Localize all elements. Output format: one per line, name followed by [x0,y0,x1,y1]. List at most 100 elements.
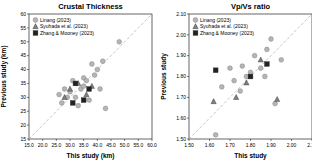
y-tick [187,76,189,77]
point [262,74,267,79]
point [265,62,270,67]
x-tick-label: 1.90 [266,142,276,148]
point [62,94,67,99]
legend-label: Linang (2023) [200,17,231,23]
point [234,94,239,99]
y-tick-label: 55 [20,25,26,31]
y-tick [187,34,189,35]
point [244,80,249,85]
point [275,97,280,102]
x-tick-label: 20.0 [38,142,48,148]
x-tick-label: 30.0 [65,142,75,148]
point [87,98,92,103]
point [98,87,103,92]
y-tick-label: 15 [20,136,26,142]
legend-label: Linang (2023) [40,17,71,23]
point [258,57,263,62]
plot-frame [189,14,312,139]
x-tick-label: 45.0 [106,142,116,148]
y-tick-label: 1.50 [176,136,186,142]
x-tick-label: 15.0 [24,142,34,148]
y-tick-label: 1.60 [176,115,186,121]
point [238,89,243,94]
point [219,85,224,90]
point [213,132,218,137]
y-tick-label: 1.70 [176,94,186,100]
y-tick-label: 40 [20,66,26,72]
y-tick-label: 2.00 [176,32,186,38]
x-tick-label: 1.80 [246,142,256,148]
point [258,66,263,71]
point [76,103,81,108]
point [73,81,78,86]
legend-label: Zhang & Mooney (2023) [40,30,94,36]
point [232,78,237,83]
point [103,106,108,111]
legend-marker [33,31,38,36]
y-tick-label: 60 [20,11,26,17]
figure: Crustal Thickness This study (km) Previous… [0,0,312,161]
legend-label: Syuhada et al. (2023) [40,23,88,29]
x-tick-label: 1.70 [225,142,235,148]
y-tick-label: 45 [20,52,26,58]
y-tick [187,55,189,56]
plot-frame [29,14,152,139]
point [57,92,62,97]
y-axis-label: Previous study [160,53,168,100]
point [279,57,284,62]
point [273,101,278,106]
y-tick-label: 1.90 [176,52,186,58]
y-tick-label: 30 [20,94,26,100]
point [269,37,274,42]
point [81,98,86,103]
x-tick-label: 35.0 [79,142,89,148]
point [87,87,92,92]
plot-area [29,14,152,139]
point [59,100,64,105]
point [265,47,270,52]
y-tick [187,14,189,15]
point [62,87,67,92]
x-tick-label: 25.0 [51,142,61,148]
point [73,95,78,100]
legend-marker [33,24,38,29]
point [100,59,105,64]
point [228,66,233,71]
y-tick-label: 2.10 [176,11,186,17]
x-tick-label: 60.0 [147,142,157,148]
x-tick-label: 55.0 [133,142,143,148]
x-tick-label: 1.60 [205,142,215,148]
legend-marker [193,18,198,23]
x-axis-label: This study [234,152,267,160]
point [252,53,257,58]
y-tick [187,139,189,140]
point [248,74,253,79]
x-tick-label: 2.00 [287,142,297,148]
y-tick [187,97,189,98]
legend-marker [33,18,38,23]
x-tick-label: 50.0 [120,142,130,148]
point [84,92,89,97]
y-tick-label: 50 [20,39,26,45]
x-axis-label: This study (km) [66,152,114,160]
x-tick-label: 40.0 [92,142,102,148]
legend-label: Zhang & Mooney (2023) [200,30,254,36]
y-tick-label: 20 [20,122,26,128]
chart-title: Vp/Vs ratio [231,2,271,11]
point [67,86,72,91]
one-to-one-line [189,14,312,139]
y-axis-label: Previous study (km) [0,45,8,107]
chart-title: Crustal Thickness [58,2,123,11]
point [240,64,245,69]
point [117,39,122,44]
point [81,84,86,89]
one-to-one-line [29,14,152,139]
point [70,100,75,105]
point [211,99,216,104]
point [95,67,100,72]
legend-marker [193,24,198,29]
y-tick-label: 35 [20,80,26,86]
y-tick-label: 1.80 [176,73,186,79]
x-tick-label: 2.10 [307,142,312,148]
point [89,62,94,67]
